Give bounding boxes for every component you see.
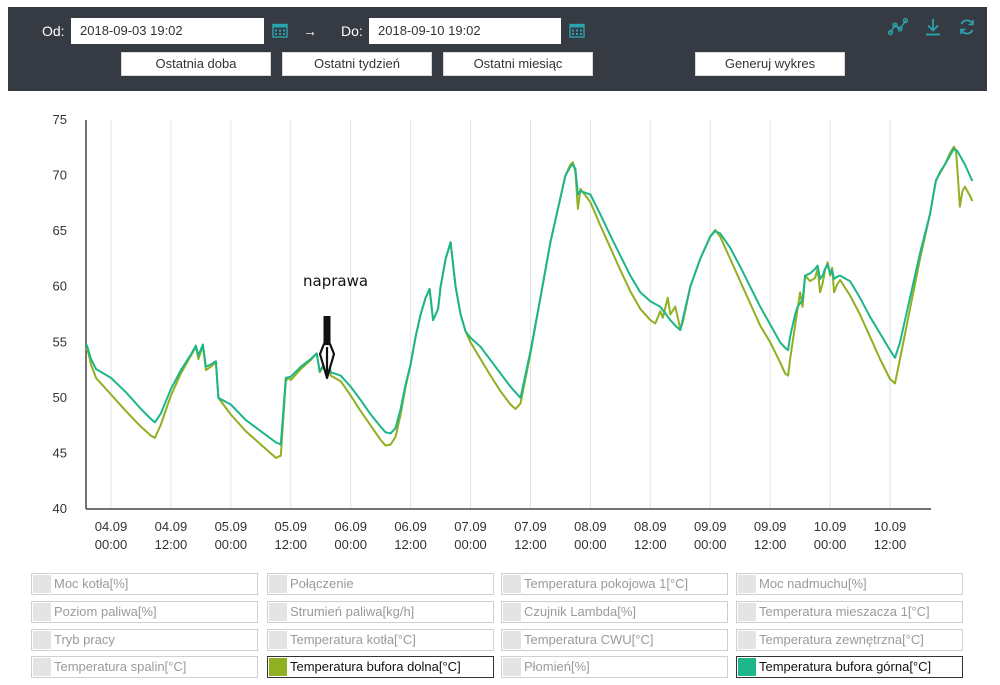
legend-swatch bbox=[738, 631, 756, 649]
legend-label: Poziom paliwa[%] bbox=[54, 604, 157, 619]
legend-item[interactable]: Czujnik Lambda[%] bbox=[501, 601, 728, 623]
y-tick-label: 45 bbox=[53, 445, 67, 460]
y-tick-label: 75 bbox=[53, 112, 67, 127]
legend-item[interactable]: Temperatura kotła[°C] bbox=[267, 629, 494, 651]
legend-item[interactable]: Strumień paliwa[kg/h] bbox=[267, 601, 494, 623]
series-line-bufor-gorna bbox=[85, 147, 974, 446]
toolbar: Od: 2018-09-03 19:02 → Do: 2018-09-10 19… bbox=[8, 7, 987, 91]
legend-label: Temperatura bufora dolna[°C] bbox=[290, 659, 461, 674]
from-date-input[interactable]: 2018-09-03 19:02 bbox=[71, 18, 264, 44]
legend-label: Temperatura pokojowa 1[°C] bbox=[524, 576, 689, 591]
legend-label: Strumień paliwa[kg/h] bbox=[290, 604, 415, 619]
legend-swatch bbox=[33, 575, 51, 593]
x-tick-label: 04.09 12:00 bbox=[155, 519, 188, 552]
legend-label: Temperatura mieszacza 1[°C] bbox=[759, 604, 930, 619]
x-tick-label: 09.09 12:00 bbox=[754, 519, 787, 552]
legend-item[interactable]: Poziom paliwa[%] bbox=[31, 601, 258, 623]
legend-label: Moc nadmuchu[%] bbox=[759, 576, 867, 591]
y-tick-label: 65 bbox=[53, 223, 67, 238]
legend-label: Tryb pracy bbox=[54, 632, 115, 647]
x-tick-label: 06.09 12:00 bbox=[394, 519, 427, 552]
calendar-icon[interactable] bbox=[272, 22, 288, 38]
legend-item[interactable]: Moc kotła[%] bbox=[31, 573, 258, 595]
legend-swatch bbox=[269, 575, 287, 593]
legend-item[interactable]: Moc nadmuchu[%] bbox=[736, 573, 963, 595]
x-tick-label: 10.09 12:00 bbox=[874, 519, 907, 552]
legend-label: Moc kotła[%] bbox=[54, 576, 129, 591]
legend-label: Połączenie bbox=[290, 576, 354, 591]
legend-label: Czujnik Lambda[%] bbox=[524, 604, 636, 619]
legend-swatch bbox=[503, 575, 521, 593]
legend-item[interactable]: Temperatura zewnętrzna[°C] bbox=[736, 629, 963, 651]
legend-swatch bbox=[503, 658, 521, 676]
range-arrow: → bbox=[303, 23, 317, 39]
x-tick-label: 04.09 00:00 bbox=[95, 519, 128, 552]
legend-item[interactable]: Temperatura bufora górna[°C] bbox=[736, 656, 963, 678]
temperature-line-chart: 04.09 00:00 04.09 12:00 05.09 00:00 05.09 12:00… bbox=[53, 112, 974, 552]
x-tick-label: 10.09 00:00 bbox=[814, 519, 847, 552]
last-month-button[interactable]: Ostatni miesiąc bbox=[443, 52, 593, 76]
y-tick-label: 40 bbox=[53, 501, 67, 516]
last-week-button[interactable]: Ostatni tydzień bbox=[282, 52, 432, 76]
from-label: Od: bbox=[42, 23, 65, 39]
legend-item[interactable]: Temperatura spalin[°C] bbox=[31, 656, 258, 678]
legend-item[interactable]: Połączenie bbox=[267, 573, 494, 595]
x-tick-label: 08.09 00:00 bbox=[574, 519, 607, 552]
legend-swatch bbox=[738, 658, 756, 676]
x-tick-label: 05.09 00:00 bbox=[215, 519, 248, 552]
x-tick-label: 08.09 12:00 bbox=[634, 519, 667, 552]
download-icon[interactable] bbox=[923, 17, 943, 37]
legend-item[interactable]: Temperatura bufora dolna[°C] bbox=[267, 656, 494, 678]
legend-swatch bbox=[738, 575, 756, 593]
x-tick-label: 07.09 12:00 bbox=[514, 519, 547, 552]
y-tick-label: 70 bbox=[53, 168, 67, 183]
legend-label: Temperatura spalin[°C] bbox=[54, 659, 187, 674]
legend-item[interactable]: Temperatura pokojowa 1[°C] bbox=[501, 573, 728, 595]
legend-label: Temperatura bufora górna[°C] bbox=[759, 659, 932, 674]
legend-label: Temperatura zewnętrzna[°C] bbox=[759, 632, 924, 647]
legend-item[interactable]: Temperatura mieszacza 1[°C] bbox=[736, 601, 963, 623]
y-tick-label: 60 bbox=[53, 279, 67, 294]
generate-chart-button[interactable]: Generuj wykres bbox=[695, 52, 845, 76]
legend-swatch bbox=[33, 631, 51, 649]
series-line-bufor-dolna bbox=[85, 145, 974, 459]
calendar-icon[interactable] bbox=[569, 22, 585, 38]
x-tick-label: 09.09 00:00 bbox=[694, 519, 727, 552]
last-day-button[interactable]: Ostatnia doba bbox=[121, 52, 271, 76]
legend-swatch bbox=[738, 603, 756, 621]
legend-swatch bbox=[269, 603, 287, 621]
down-arrow-marker bbox=[318, 316, 336, 380]
legend-label: Temperatura CWU[°C] bbox=[524, 632, 654, 647]
legend-swatch bbox=[503, 603, 521, 621]
legend-item[interactable]: Tryb pracy bbox=[31, 629, 258, 651]
legend-label: Płomień[%] bbox=[524, 659, 590, 674]
to-date-input[interactable]: 2018-09-10 19:02 bbox=[369, 18, 561, 44]
x-tick-label: 06.09 00:00 bbox=[334, 519, 367, 552]
legend-swatch bbox=[503, 631, 521, 649]
legend-swatch bbox=[33, 603, 51, 621]
repair-annotation: naprawa bbox=[303, 272, 369, 290]
y-tick-label: 55 bbox=[53, 334, 67, 349]
x-tick-label: 05.09 12:00 bbox=[274, 519, 307, 552]
y-tick-label: 50 bbox=[53, 390, 67, 405]
legend-item[interactable]: Płomień[%] bbox=[501, 656, 728, 678]
chart-points-icon[interactable] bbox=[888, 17, 908, 37]
legend-item[interactable]: Temperatura CWU[°C] bbox=[501, 629, 728, 651]
legend-swatch bbox=[269, 631, 287, 649]
legend-swatch bbox=[33, 658, 51, 676]
x-tick-label: 07.09 00:00 bbox=[454, 519, 487, 552]
to-label: Do: bbox=[341, 23, 363, 39]
legend-label: Temperatura kotła[°C] bbox=[290, 632, 416, 647]
legend-swatch bbox=[269, 658, 287, 676]
refresh-icon[interactable] bbox=[957, 17, 977, 37]
